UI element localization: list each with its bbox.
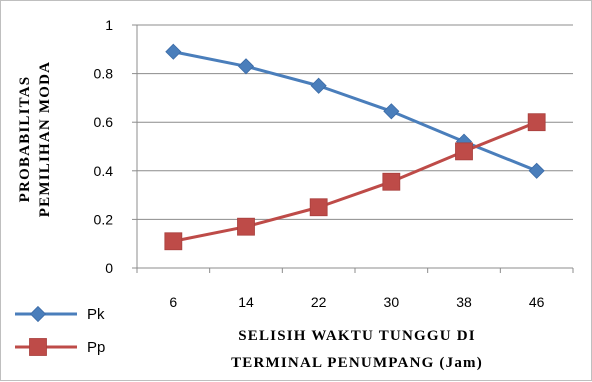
x-axis-title-line-2: TERMINAL PENUMPANG (Jam) [231,355,483,371]
point-pp-5 [527,113,546,132]
point-pp-1 [237,217,255,236]
y-tick-labels: 0 0.2 0.4 0.6 0.8 1 [94,17,137,276]
y-tick-label-2: 0.4 [94,163,114,179]
series-line-pp [173,120,538,243]
y-tick-label-0: 0 [105,260,113,276]
x-tick-label-1: 14 [238,294,254,310]
point-pp-2 [309,198,328,217]
x-tick-label-2: 22 [311,294,327,310]
y-axis-title: PROBABILITAS PEMILIHAN MODA [17,61,53,217]
legend-marker-pp [29,338,47,356]
gridlines [137,24,573,220]
y-tick-label-4: 0.8 [94,66,114,82]
x-tick-label-3: 30 [384,294,400,310]
point-pk-0 [165,43,182,60]
x-tick-labels: 6 14 22 30 38 46 [136,268,574,310]
point-pp-3 [382,172,401,191]
point-pk-3 [383,103,400,120]
y-axis-title-line-2: PEMILIHAN MODA [37,61,53,217]
y-tick-label-5: 1 [105,17,113,33]
series-group [164,43,546,251]
axes [136,25,573,269]
x-tick-label-0: 6 [169,294,177,310]
y-tick-label-3: 0.6 [94,114,114,130]
series-pp [164,113,546,251]
legend-label-pp: Pp [87,339,105,356]
y-axis-title-line-1: PROBABILITAS [17,76,33,203]
y-tick-label-1: 0.2 [94,211,114,227]
legend: Pk Pp [15,305,105,356]
point-pk-2 [310,77,327,94]
x-tick-label-5: 46 [529,294,545,310]
x-axis-title-line-1: SELISIH WAKTU TUNGGU DI [238,328,476,344]
series-pk [165,43,545,179]
series-line-pk [173,50,538,173]
point-pk-1 [237,58,255,75]
x-tick-label-4: 38 [456,294,472,310]
point-pp-4 [455,142,473,161]
point-pp-0 [164,232,183,251]
legend-label-pk: Pk [87,306,105,323]
legend-marker-pk [29,305,47,323]
point-pk-5 [528,162,545,179]
